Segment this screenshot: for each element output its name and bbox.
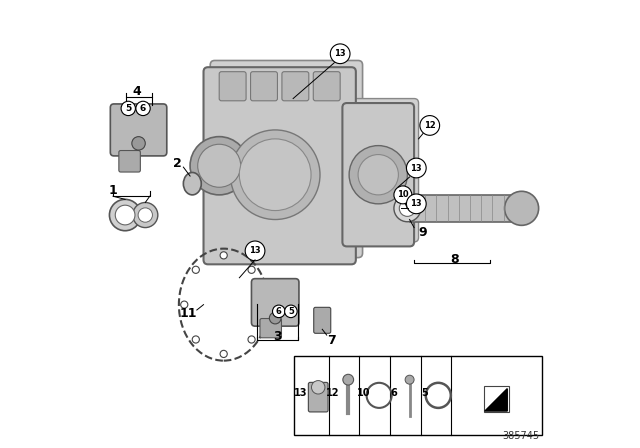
Circle shape — [285, 305, 297, 318]
Circle shape — [420, 116, 440, 135]
Text: 385745: 385745 — [502, 431, 540, 441]
Circle shape — [138, 208, 152, 222]
FancyBboxPatch shape — [220, 72, 246, 101]
Circle shape — [198, 144, 241, 187]
Text: 6: 6 — [276, 307, 282, 316]
Circle shape — [230, 130, 320, 220]
Text: 6: 6 — [390, 388, 397, 398]
Circle shape — [248, 266, 255, 273]
Bar — [484, 386, 509, 412]
FancyBboxPatch shape — [314, 72, 340, 101]
Circle shape — [115, 205, 135, 225]
Text: 6: 6 — [140, 104, 146, 113]
Circle shape — [192, 266, 200, 273]
Text: 11: 11 — [179, 307, 196, 320]
FancyBboxPatch shape — [110, 104, 167, 156]
Text: 12: 12 — [326, 388, 339, 398]
Circle shape — [245, 241, 265, 261]
Circle shape — [121, 101, 136, 116]
Text: 10: 10 — [397, 190, 409, 199]
FancyBboxPatch shape — [210, 60, 362, 258]
FancyBboxPatch shape — [204, 67, 356, 264]
FancyBboxPatch shape — [308, 383, 328, 412]
FancyBboxPatch shape — [282, 72, 309, 101]
Text: 1: 1 — [109, 184, 117, 197]
Text: 3: 3 — [273, 329, 282, 343]
Circle shape — [330, 44, 350, 64]
Text: 5: 5 — [421, 388, 428, 398]
Circle shape — [260, 301, 267, 308]
Circle shape — [343, 375, 353, 385]
Circle shape — [132, 202, 158, 228]
Circle shape — [405, 375, 414, 384]
Text: 13: 13 — [410, 164, 422, 172]
FancyBboxPatch shape — [260, 319, 282, 338]
FancyBboxPatch shape — [251, 72, 278, 101]
Circle shape — [220, 350, 227, 358]
Circle shape — [132, 137, 145, 150]
Circle shape — [406, 158, 426, 178]
Circle shape — [190, 137, 248, 195]
Circle shape — [399, 200, 415, 216]
Polygon shape — [485, 389, 508, 411]
Circle shape — [349, 146, 408, 204]
Circle shape — [180, 301, 188, 308]
Text: 13: 13 — [294, 388, 307, 398]
Text: 9: 9 — [419, 226, 428, 240]
Text: 2: 2 — [173, 157, 182, 170]
Circle shape — [273, 305, 285, 318]
Text: 4: 4 — [133, 85, 141, 99]
FancyBboxPatch shape — [342, 103, 414, 246]
Circle shape — [248, 336, 255, 343]
Circle shape — [504, 191, 539, 225]
Circle shape — [136, 101, 150, 116]
FancyBboxPatch shape — [347, 99, 419, 242]
Text: 8: 8 — [450, 253, 459, 267]
Bar — [294, 356, 541, 435]
Circle shape — [312, 381, 325, 394]
Circle shape — [406, 194, 426, 214]
Circle shape — [109, 199, 141, 231]
Text: 12: 12 — [424, 121, 436, 130]
Circle shape — [358, 155, 399, 195]
Circle shape — [239, 139, 311, 211]
FancyBboxPatch shape — [252, 279, 299, 326]
Circle shape — [394, 186, 412, 204]
Text: 13: 13 — [249, 246, 261, 255]
Circle shape — [192, 336, 200, 343]
Text: 5: 5 — [288, 307, 294, 316]
Circle shape — [269, 312, 281, 324]
Polygon shape — [410, 195, 522, 222]
Text: 13: 13 — [334, 49, 346, 58]
FancyBboxPatch shape — [314, 307, 331, 333]
Text: 13: 13 — [410, 199, 422, 208]
Text: 5: 5 — [125, 104, 131, 113]
Ellipse shape — [183, 172, 201, 195]
Text: 10: 10 — [356, 388, 370, 398]
FancyBboxPatch shape — [119, 151, 140, 172]
Text: 7: 7 — [327, 334, 335, 347]
Circle shape — [394, 195, 421, 222]
Circle shape — [220, 252, 227, 259]
